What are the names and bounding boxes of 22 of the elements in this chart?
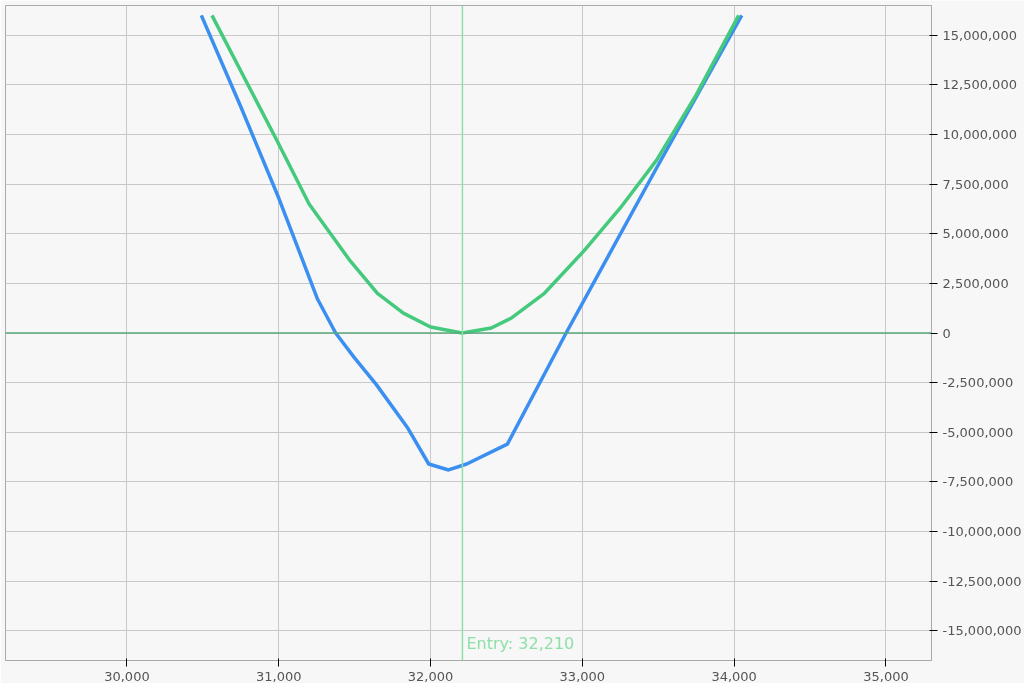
line-series [199, 13, 744, 472]
y-tick-label: 5,000,000 [942, 226, 1009, 242]
y-tick-label: 7,500,000 [942, 176, 1009, 192]
y-tick-label: -7,500,000 [942, 474, 1014, 490]
y-tick-label: 2,500,000 [942, 275, 1009, 291]
y-tick-label: -2,500,000 [942, 375, 1014, 391]
y-tick-label: -15,000,000 [942, 623, 1022, 639]
y-tick-label: -12,500,000 [942, 573, 1022, 589]
x-tick-label: 30,000 [104, 668, 150, 683]
y-tick-label: 15,000,000 [942, 27, 1017, 43]
x-tick-label: 33,000 [559, 668, 606, 683]
y-tick-label: 0 [942, 325, 951, 341]
x-tick-label: 34,000 [711, 668, 757, 683]
y-tick-label: -10,000,000 [942, 523, 1022, 539]
line-series [210, 13, 741, 335]
x-tick-label: 32,000 [407, 668, 454, 683]
x-tick-label: 31,000 [256, 668, 302, 683]
x-tick-label: 35,000 [863, 668, 909, 683]
ref-line-label: Entry: 32,210 [466, 633, 575, 653]
y-tick-label: 10,000,000 [942, 127, 1017, 143]
y-tick-label: 12,500,000 [942, 77, 1017, 93]
y-tick-label: -5,000,000 [942, 424, 1014, 440]
